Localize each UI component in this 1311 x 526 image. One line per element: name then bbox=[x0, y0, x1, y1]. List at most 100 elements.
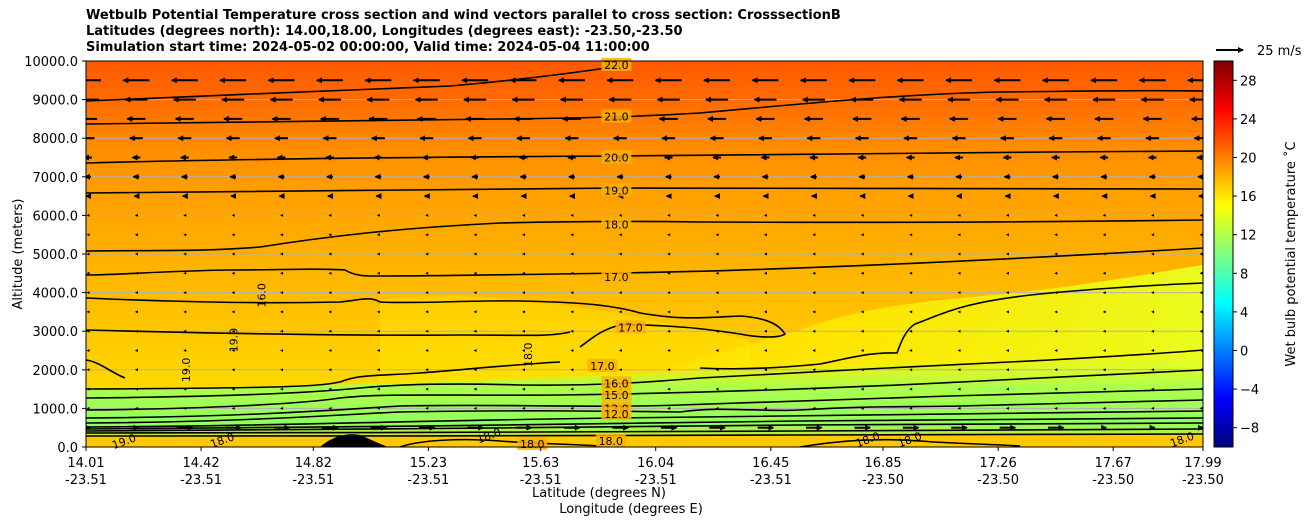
wind-vector bbox=[1054, 406, 1058, 410]
wind-vector bbox=[376, 349, 380, 352]
wind-vector bbox=[1054, 252, 1058, 256]
contour-label: 18.0 bbox=[599, 435, 624, 448]
wind-vector bbox=[812, 406, 816, 410]
contour-label: 19.0 bbox=[228, 328, 241, 353]
contour-label: 18.0 bbox=[522, 342, 535, 367]
wind-vector bbox=[667, 349, 671, 352]
y-tick-label: 8000.0 bbox=[33, 132, 79, 147]
wind-vector bbox=[860, 233, 864, 237]
y-tick-label: 6000.0 bbox=[33, 209, 79, 224]
wind-vector bbox=[812, 387, 816, 391]
wind-vector bbox=[425, 387, 429, 391]
wind-vector bbox=[763, 310, 767, 314]
wind-vector bbox=[376, 233, 380, 237]
colorbar-tick-label: −4 bbox=[1240, 383, 1259, 398]
wind-vector bbox=[667, 310, 671, 314]
wind-vector bbox=[134, 387, 138, 391]
wind-vector bbox=[860, 252, 864, 256]
wind-vector bbox=[618, 349, 622, 352]
wind-vector bbox=[1005, 349, 1009, 352]
wind-vector bbox=[134, 349, 138, 352]
colorbar-tick-label: 12 bbox=[1240, 229, 1257, 244]
wind-vector bbox=[1151, 271, 1155, 275]
wind-vector bbox=[522, 213, 526, 217]
wind-vector bbox=[328, 406, 332, 410]
wind-vector bbox=[570, 252, 574, 256]
wind-vector bbox=[280, 291, 284, 295]
wind-vector bbox=[1054, 233, 1058, 237]
wind-vector bbox=[715, 233, 719, 237]
wind-vector bbox=[1151, 329, 1155, 333]
wind-vector bbox=[1005, 213, 1009, 217]
wind-vector bbox=[183, 329, 187, 333]
wind-vector bbox=[1199, 310, 1203, 314]
wind-vector bbox=[715, 368, 719, 372]
wind-vector bbox=[86, 349, 90, 352]
wind-vector bbox=[1005, 291, 1009, 295]
wind-vector bbox=[522, 310, 526, 314]
contour-label: 17.0 bbox=[604, 271, 629, 284]
wind-vector bbox=[812, 291, 816, 295]
wind-vector bbox=[763, 368, 767, 372]
wind-vector bbox=[473, 406, 477, 410]
wind-vector bbox=[86, 368, 90, 372]
wind-vector bbox=[134, 271, 138, 275]
wind-vector bbox=[473, 252, 477, 256]
wind-vector bbox=[280, 387, 284, 391]
wind-vector bbox=[473, 271, 477, 275]
wind-vector bbox=[522, 252, 526, 256]
wind-vector bbox=[473, 349, 477, 352]
chart-title-line-1: Wetbulb Potential Temperature cross sect… bbox=[86, 8, 841, 23]
wind-vector bbox=[425, 252, 429, 256]
wind-vector bbox=[522, 271, 526, 275]
wind-vector bbox=[328, 213, 332, 217]
wind-vector bbox=[425, 329, 429, 333]
wind-vector bbox=[86, 271, 90, 275]
wind-vector bbox=[328, 349, 332, 352]
wind-vector bbox=[860, 329, 864, 333]
wind-vector bbox=[1151, 213, 1155, 217]
x-tick-label-lat: 14.01 bbox=[67, 456, 104, 471]
wind-vector bbox=[1102, 329, 1106, 333]
wind-vector bbox=[812, 368, 816, 372]
contour-line-16 bbox=[86, 349, 1203, 399]
y-tick-label: 9000.0 bbox=[33, 94, 79, 109]
wind-vector bbox=[183, 406, 187, 410]
chart-title-line-3: Simulation start time: 2024-05-02 00:00:… bbox=[86, 40, 650, 55]
wind-vector bbox=[231, 329, 235, 333]
wind-vector bbox=[473, 310, 477, 314]
x-tick-label-lat: 14.82 bbox=[295, 456, 332, 471]
contour-label: 21.0 bbox=[604, 111, 629, 124]
x-tick-label-lat: 17.99 bbox=[1184, 456, 1221, 471]
wind-vector bbox=[812, 271, 816, 275]
wind-vector bbox=[1102, 368, 1106, 372]
wind-vector bbox=[957, 213, 961, 217]
wind-vector bbox=[1054, 291, 1058, 295]
contour-line-12 bbox=[86, 399, 1203, 424]
wind-vector bbox=[328, 329, 332, 333]
colorbar-ticks: −8 −4 0 4 8 12 16 20 24 28 bbox=[1233, 74, 1259, 437]
wind-vector bbox=[570, 329, 574, 333]
wind-vector bbox=[425, 368, 429, 372]
wind-vector bbox=[570, 387, 574, 391]
wind-vector bbox=[1054, 349, 1058, 352]
wind-vector bbox=[134, 291, 138, 295]
wind-vector bbox=[134, 310, 138, 314]
y-axis-label: Altitude (meters) bbox=[11, 199, 26, 310]
wind-vector bbox=[376, 368, 380, 372]
wind-vector bbox=[957, 406, 961, 410]
colorbar-tick-label: −8 bbox=[1240, 422, 1259, 437]
wind-vector bbox=[957, 368, 961, 372]
wind-vector bbox=[231, 349, 235, 352]
wind-vector bbox=[280, 271, 284, 275]
y-tick-label: 4000.0 bbox=[33, 287, 79, 302]
wind-vector bbox=[763, 252, 767, 256]
contour-label-bg bbox=[601, 109, 632, 123]
wind-vector bbox=[1199, 271, 1203, 275]
wind-vector bbox=[618, 233, 622, 237]
y-tick-label: 10000.0 bbox=[24, 55, 78, 70]
x-tick-label-lat: 15.63 bbox=[522, 456, 559, 471]
wind-vector bbox=[376, 213, 380, 217]
wind-vector bbox=[715, 349, 719, 352]
